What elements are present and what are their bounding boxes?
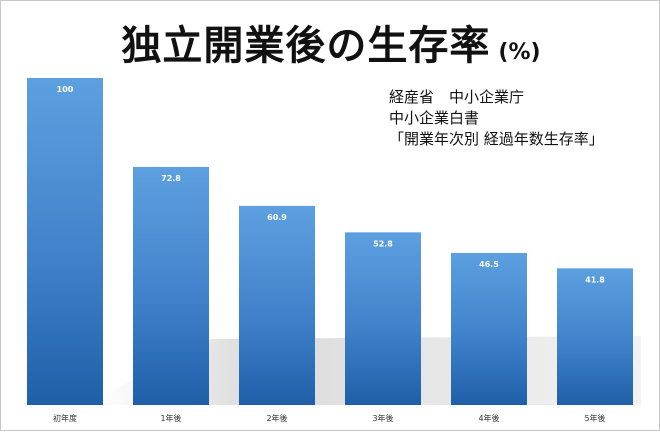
data-label-5: 41.8 [585, 275, 605, 284]
data-label-4: 46.5 [479, 260, 499, 269]
data-label-0: 100 [57, 85, 74, 94]
tick-label-0: 初年度 [53, 413, 77, 423]
tick-label-2: 2年後 [266, 413, 287, 423]
tick-label-5: 5年後 [584, 413, 605, 423]
tick-label-3: 3年後 [372, 413, 393, 423]
source-line: 経産省 中小企業庁 [389, 88, 525, 106]
data-label-3: 52.8 [373, 239, 393, 248]
data-label-1: 72.8 [161, 174, 181, 183]
source-note: 経産省 中小企業庁 中小企業白書 「開業年次別 経過年数生存率」 [389, 87, 654, 150]
data-label-2: 60.9 [267, 213, 287, 222]
x-axis-ticks: 初年度 1年後 2年後 3年後 4年後 5年後 [53, 413, 606, 423]
bar-2 [239, 205, 315, 405]
source-line: 「開業年次別 経過年数生存率」 [389, 130, 604, 148]
bar-0 [27, 78, 103, 405]
bar-1 [133, 166, 209, 405]
bars [27, 78, 633, 405]
chart-title-main: 独立開業後の生存率 [121, 23, 491, 69]
source-line: 中小企業白書 [389, 109, 480, 127]
data-labels: 100 72.8 60.9 52.8 46.5 41.8 [57, 85, 606, 284]
bar-5 [557, 268, 633, 405]
bar-4 [451, 252, 527, 405]
tick-label-4: 4年後 [478, 413, 499, 423]
bar-3 [345, 232, 421, 405]
chart-title: 独立開業後の生存率 (%) [1, 13, 660, 71]
tick-label-1: 1年後 [160, 413, 181, 423]
chart-title-unit: (%) [498, 40, 541, 65]
